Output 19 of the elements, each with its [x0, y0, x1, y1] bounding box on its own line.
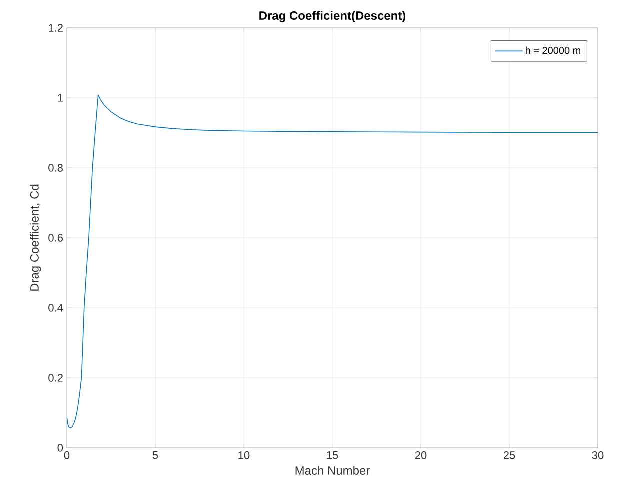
- y-axis-title: Drag Coefficient, Cd: [30, 184, 42, 291]
- y-tick-label: 1.2: [49, 24, 63, 32]
- chart-title: Drag Coefficient(Descent): [260, 11, 406, 22]
- x-tick-label: 10: [238, 452, 250, 460]
- y-tick-label: 1: [58, 94, 63, 102]
- x-tick-label: 20: [415, 452, 427, 460]
- y-tick-label: 0.4: [48, 304, 64, 312]
- y-tick-label: 0: [58, 444, 64, 452]
- legend-label: h = 20000 m: [526, 46, 581, 54]
- y-tick-label: 0.6: [48, 234, 63, 242]
- x-tick-label: 0: [64, 452, 70, 460]
- line-series: [67, 94, 598, 428]
- x-tick-label: 15: [327, 452, 338, 460]
- y-tick-label: 0.2: [48, 374, 63, 382]
- x-tick-label: 30: [592, 452, 604, 460]
- x-tick-label: 25: [504, 452, 516, 460]
- x-tick-label: 5: [152, 452, 158, 460]
- x-axis-title: Mach Number: [296, 466, 370, 475]
- y-tick-label: 0.8: [48, 164, 63, 172]
